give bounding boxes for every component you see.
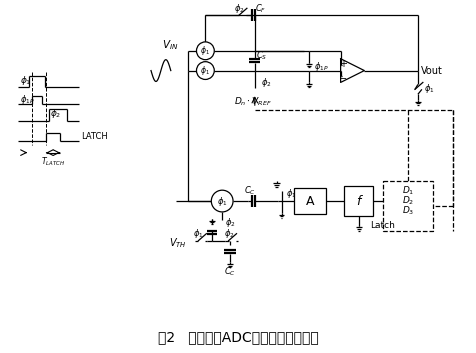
Text: Latch: Latch: [370, 221, 395, 230]
Text: +: +: [338, 59, 346, 68]
Text: $C_F$: $C_F$: [255, 2, 266, 14]
Text: $C_C$: $C_C$: [243, 185, 255, 197]
Text: $D_2$: $D_2$: [401, 195, 413, 207]
Text: $\phi_1$: $\phi_1$: [20, 74, 31, 87]
Text: $D_1$: $D_1$: [401, 185, 413, 197]
Text: $V_{TH}$: $V_{TH}$: [169, 237, 186, 251]
Text: $\phi_2$: $\phi_2$: [223, 227, 234, 240]
Text: $\phi_{1P}$: $\phi_{1P}$: [314, 60, 328, 73]
Bar: [343, 186, 373, 216]
Circle shape: [196, 42, 214, 60]
Bar: [383, 181, 432, 231]
Text: $\phi_1$: $\phi_1$: [193, 227, 203, 240]
Text: $V_{IN}$: $V_{IN}$: [161, 38, 178, 52]
Text: Vout: Vout: [420, 66, 442, 76]
Circle shape: [196, 62, 214, 79]
Text: $D_3$: $D_3$: [401, 205, 413, 217]
Text: $D_n \cdot V_{REF}$: $D_n \cdot V_{REF}$: [233, 96, 271, 108]
Text: $C_S$: $C_S$: [256, 49, 267, 62]
Text: $\phi_1$: $\phi_1$: [200, 44, 210, 57]
Text: $\phi_2$: $\phi_2$: [233, 2, 244, 15]
Text: $\phi_{1P}$: $\phi_{1P}$: [20, 93, 34, 106]
Text: 图2   改进后的ADC的第一级电路结构: 图2 改进后的ADC的第一级电路结构: [157, 330, 317, 345]
Text: LATCH: LATCH: [80, 132, 108, 141]
Text: A: A: [305, 195, 314, 208]
Circle shape: [211, 190, 233, 212]
Text: $\phi_2$: $\phi_2$: [50, 107, 61, 120]
Text: $\phi_1$: $\phi_1$: [423, 82, 434, 95]
Text: $\phi_2$: $\phi_2$: [260, 76, 271, 89]
Text: $\phi_{1P}$: $\phi_{1P}$: [286, 187, 301, 200]
Text: $\phi_1$: $\phi_1$: [217, 195, 227, 208]
Text: f: f: [356, 195, 360, 208]
Bar: [294, 188, 325, 214]
Text: $\phi_1$: $\phi_1$: [200, 64, 210, 77]
Text: $C_C$: $C_C$: [224, 266, 236, 279]
Text: $-$: $-$: [337, 72, 347, 83]
Text: $T_{LATCH}$: $T_{LATCH}$: [41, 155, 65, 168]
Text: $\phi_2$: $\phi_2$: [225, 216, 235, 229]
